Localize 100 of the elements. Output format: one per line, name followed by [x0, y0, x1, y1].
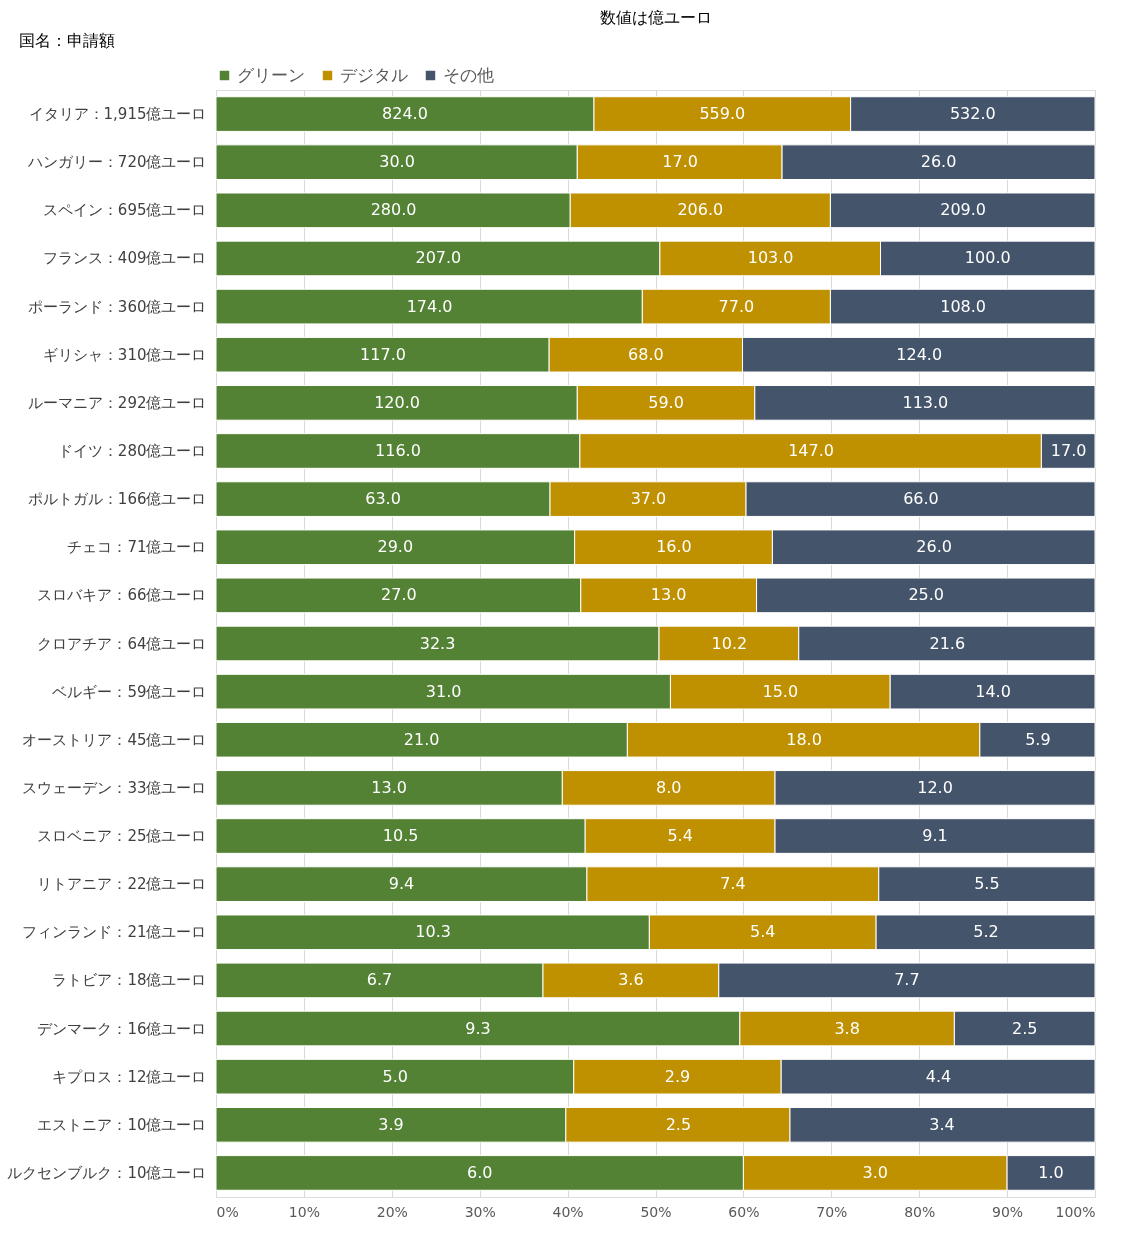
annotation: 12.0	[917, 777, 953, 797]
x-tick-label: 20%	[376, 1203, 408, 1220]
x-tick-label: 10%	[288, 1203, 320, 1220]
x-tick-label: 70%	[816, 1203, 848, 1220]
annotation: 32.3	[419, 633, 456, 653]
annotation: 1.0	[1038, 1162, 1064, 1182]
annotation: 68.0	[628, 344, 664, 364]
y-tick-label: ルクセンブルク：10億ユーロ	[7, 1163, 207, 1182]
annotation: 37.0	[630, 489, 667, 509]
y-tick-label: ハンガリー：720億ユーロ	[26, 153, 207, 172]
annotation: 207.0	[415, 248, 462, 268]
annotation: 16.0	[656, 537, 692, 557]
y-tick-label: ラトビア：18億ユーロ	[52, 971, 207, 990]
y-tick-label: フィンランド：21億ユーロ	[22, 923, 207, 942]
annotation: 5.4	[750, 922, 776, 942]
annotation: 29.0	[377, 537, 414, 557]
x-tick-label: 80%	[904, 1203, 936, 1220]
x-tick-label: 0%	[216, 1203, 239, 1220]
annotation: 17.0	[662, 152, 698, 172]
annotation: 9.3	[465, 1018, 491, 1038]
y-tick-label: デンマーク：16億ユーロ	[37, 1019, 207, 1038]
y-tick-label: スロバキア：66億ユーロ	[37, 586, 207, 605]
annotation: 120.0	[374, 392, 420, 412]
y-tick-label: リトアニア：22億ユーロ	[37, 875, 207, 894]
annotation: 15.0	[762, 681, 799, 701]
y-tick-label: スペイン：695億ユーロ	[42, 201, 207, 220]
annotation: 18.0	[786, 729, 822, 749]
y-tick-label: ポーランド：360億ユーロ	[27, 297, 207, 316]
annotation: 26.0	[916, 537, 952, 557]
annotation: 824.0	[382, 104, 428, 124]
annotation: 117.0	[360, 344, 406, 364]
annotation: 21.0	[403, 729, 440, 749]
annotation: 174.0	[406, 296, 453, 316]
y-tick-label: キプロス：12億ユーロ	[52, 1067, 207, 1086]
annotation: 113.0	[902, 392, 949, 412]
annotation: 59.0	[648, 392, 684, 412]
annotation: 30.0	[379, 152, 415, 172]
annotation: 14.0	[975, 681, 1011, 701]
y-tick-label: ギリシャ：310億ユーロ	[42, 345, 207, 364]
x-tick-label: 30%	[464, 1203, 496, 1220]
legend-label: その他	[443, 64, 494, 85]
y-tick-label: エストニア：10億ユーロ	[37, 1115, 207, 1134]
x-tick-label: 100%	[1055, 1203, 1096, 1220]
annotation: 2.5	[1011, 1018, 1038, 1038]
annotation: 6.0	[466, 1162, 493, 1182]
annotation: 147.0	[788, 440, 834, 460]
x-tick-label: 60%	[728, 1203, 760, 1220]
annotation: 77.0	[718, 296, 755, 316]
annotation: 3.0	[862, 1162, 888, 1182]
y-tick-label: ドイツ：280億ユーロ	[57, 441, 207, 460]
annotation: 7.4	[720, 874, 746, 894]
y-tick-label: ルーマニア：292億ユーロ	[27, 393, 207, 412]
y-axis-title: 国名：申請額	[18, 30, 115, 50]
annotation: 66.0	[903, 489, 939, 509]
x-tick-label: 40%	[552, 1203, 584, 1220]
annotation: 10.2	[711, 633, 748, 653]
x-tick-label: 90%	[992, 1203, 1024, 1220]
annotation: 63.0	[365, 489, 401, 509]
annotation: 5.0	[382, 1066, 409, 1086]
y-tick-label: クロアチア：64億ユーロ	[37, 634, 207, 653]
y-tick-label: ベルギー：59億ユーロ	[52, 682, 207, 701]
annotation: 100.0	[964, 248, 1011, 268]
y-tick-label: スロベニア：25億ユーロ	[37, 827, 207, 846]
annotation: 209.0	[940, 200, 987, 220]
annotation: 8.0	[655, 777, 682, 797]
annotation: 280.0	[370, 200, 417, 220]
annotation: 26.0	[920, 152, 957, 172]
annotation: 7.7	[894, 970, 920, 990]
annotation: 9.4	[388, 874, 415, 894]
annotation: 3.4	[929, 1114, 955, 1134]
y-tick-label: フランス：409億ユーロ	[42, 249, 207, 268]
y-tick-label: オーストリア：45億ユーロ	[22, 730, 207, 749]
annotation: 17.0	[1050, 440, 1087, 460]
annotation: 13.0	[371, 777, 407, 797]
annotation: 10.3	[415, 922, 451, 942]
annotation: 2.5	[665, 1114, 692, 1134]
x-tick-label: 50%	[640, 1203, 672, 1220]
annotation: 5.2	[973, 922, 999, 942]
annotation: 103.0	[747, 248, 794, 268]
legend-label: グリーン	[237, 64, 305, 85]
annotation: 3.9	[378, 1114, 404, 1134]
y-tick-label: チェコ：71億ユーロ	[67, 538, 207, 557]
annotation: 5.4	[667, 826, 693, 846]
annotation: 124.0	[896, 344, 943, 364]
annotation: 10.5	[382, 826, 419, 846]
annotation: 25.0	[908, 585, 945, 605]
annotation: 3.6	[618, 970, 644, 990]
annotation: 31.0	[425, 681, 462, 701]
annotation: 6.7	[366, 970, 393, 990]
annotation: 21.6	[929, 633, 966, 653]
annotation: 13.0	[650, 585, 687, 605]
chart-title: 数値は億ユーロ	[599, 8, 712, 27]
annotation: 206.0	[677, 200, 724, 220]
annotation: 4.4	[925, 1066, 952, 1086]
annotation: 2.9	[664, 1066, 691, 1086]
annotation: 559.0	[699, 104, 746, 124]
annotation: 3.8	[834, 1018, 860, 1038]
annotation: 5.9	[1025, 729, 1051, 749]
y-tick-label: イタリア：1,915億ユーロ	[28, 105, 207, 124]
annotation: 108.0	[940, 296, 987, 316]
